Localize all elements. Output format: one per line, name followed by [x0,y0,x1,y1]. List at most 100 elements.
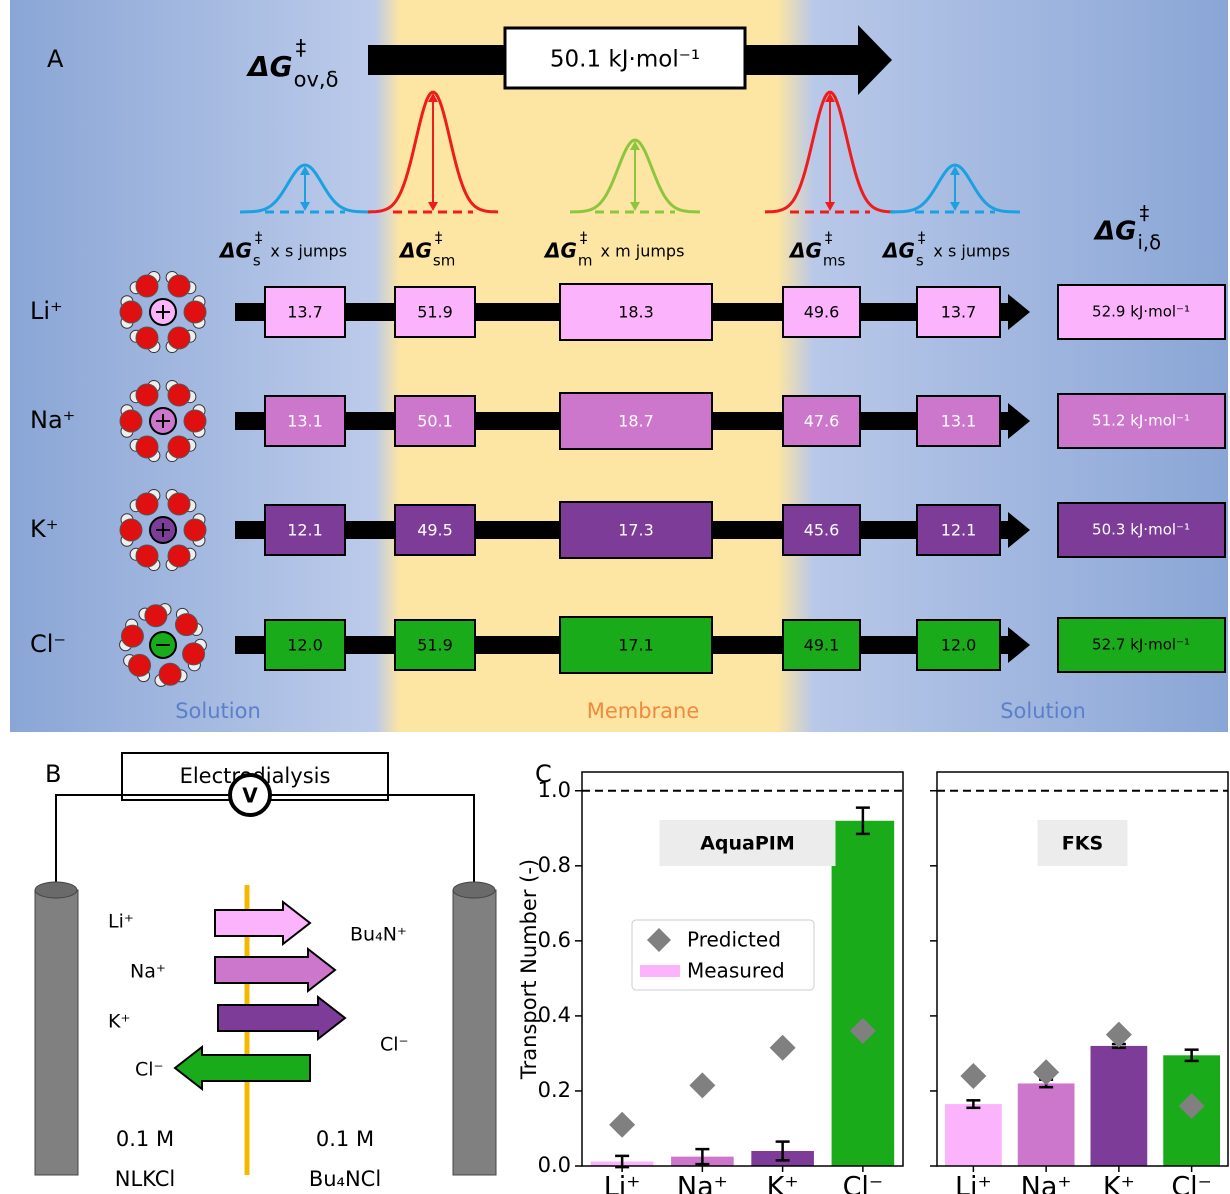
suffix: x s jumps [933,242,1010,261]
symbol: ΔG [788,239,822,263]
barrier-value: 50.1 [417,412,453,431]
ion-label: K⁺ [108,1011,131,1033]
panel-label: B [45,760,61,788]
barrier-value: 51.9 [417,636,453,655]
solution-label: 0.1 M [316,1127,374,1151]
water-oxygen [184,410,206,432]
subscript: i,δ [1137,231,1161,254]
water-oxygen [168,384,190,406]
electrode-top [35,882,77,898]
y-tick-label: 0.8 [538,853,571,877]
symbol: ΔG [1093,217,1136,247]
barrier-value: 49.5 [417,521,453,540]
region-label: Solution [1000,699,1086,723]
water-oxygen [136,493,158,515]
barrier-value: 13.1 [287,412,323,431]
panel-label: A [47,45,64,73]
chart-title: AquaPIM [700,833,795,855]
water-oxygen [136,275,158,297]
superscript: ‡ [435,229,443,247]
ion-arrow [175,1047,310,1089]
water-oxygen [120,410,142,432]
chart-title: FKS [1062,833,1103,855]
barrier-value: 12.0 [287,636,323,655]
y-tick-label: 0.2 [538,1078,571,1102]
voltmeter-label: V [242,784,258,808]
suffix: x m jumps [601,242,685,261]
legend-label: Predicted [687,928,781,952]
water-oxygen [145,605,167,627]
water-oxygen [136,384,158,406]
x-tick-label: Cl⁻ [843,1172,884,1194]
overall-value: 50.1 kJ·mol⁻¹ [550,47,700,73]
bar [945,1104,1002,1166]
ion-label: Bu₄N⁺ [350,924,407,946]
water-oxygen [183,643,205,665]
diamond-marker [770,1035,796,1061]
water-oxygen [184,519,206,541]
barrier-value: 49.6 [804,303,840,322]
y-tick-label: 0.6 [538,928,571,952]
electrode [453,890,496,1175]
y-tick-label: 1.0 [538,778,571,802]
diamond-marker [1033,1059,1059,1085]
subscript: sm [433,252,455,270]
ion-label: Cl⁻ [30,630,66,658]
legend-label: Measured [687,959,785,983]
superscript: ‡ [580,229,588,247]
x-tick-label: Na⁺ [1021,1172,1072,1194]
ion-label: Cl⁻ [135,1059,164,1081]
superscript: ‡ [255,229,263,247]
ion-arrow [215,949,335,991]
water-oxygen [121,625,143,647]
y-tick-label: 0.4 [538,1003,571,1027]
solution-label: NLKCl [115,1167,176,1191]
diamond-marker [689,1072,715,1098]
barrier-value: 12.1 [287,521,323,540]
diamond-marker [960,1063,986,1089]
region-label: Membrane [587,699,700,723]
bar [1091,1046,1148,1166]
symbol: ΔG [398,239,432,263]
ion-label: Na⁺ [30,406,75,434]
water-oxygen [184,301,206,323]
ion-arrow [218,997,345,1039]
x-tick-label: Na⁺ [677,1172,728,1194]
diamond-marker [1106,1022,1132,1048]
symbol: ΔG [246,50,293,83]
superscript: ‡ [825,229,833,247]
water-oxygen [159,663,181,685]
x-tick-label: K⁺ [767,1172,799,1194]
barrier-value: 12.1 [941,521,977,540]
total-value: 52.9 kJ·mol⁻¹ [1092,303,1190,321]
electrode-top [453,882,495,898]
water-oxygen [168,545,190,567]
subscript: s [916,252,924,270]
y-axis-label: Transport Number (-) [517,859,541,1080]
water-oxygen [168,436,190,458]
wire [270,795,474,885]
solution-label: 0.1 M [116,1127,174,1151]
symbol: ΔG [218,239,252,263]
region-label: Solution [175,699,261,723]
solution-label: Bu₄NCl [309,1167,381,1191]
ion-label: Li⁺ [30,297,63,325]
water-oxygen [175,614,197,636]
x-tick-label: Cl⁻ [1171,1172,1212,1194]
barrier-value: 13.7 [287,303,323,322]
water-oxygen [129,654,151,676]
legend-swatch [640,965,680,977]
suffix: x s jumps [270,242,347,261]
superscript: ‡ [1139,201,1149,224]
water-oxygen [136,327,158,349]
water-oxygen [136,436,158,458]
symbol: ΔG [881,239,915,263]
ion-label: Li⁺ [108,911,134,933]
ion-label: Na⁺ [130,961,166,983]
wire [56,795,230,885]
x-tick-label: Li⁺ [955,1172,992,1194]
water-oxygen [168,275,190,297]
y-tick-label: 0.0 [538,1153,571,1177]
water-oxygen [168,493,190,515]
ion-label: Cl⁻ [380,1034,409,1056]
